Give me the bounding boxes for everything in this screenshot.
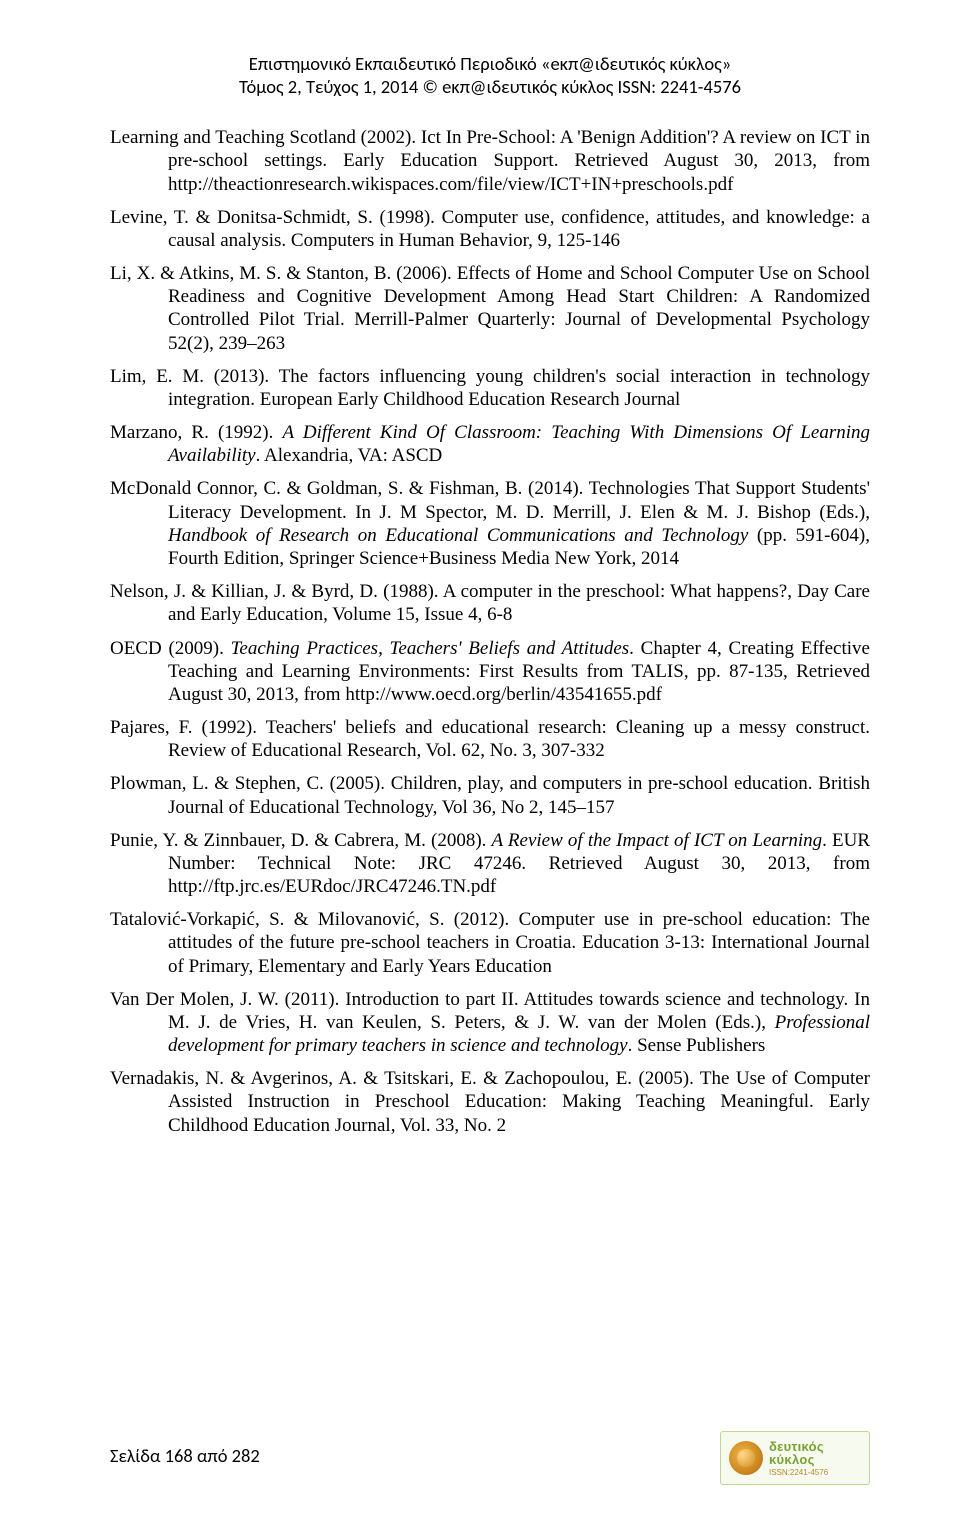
reference-entry: Van Der Molen, J. W. (2011). Introductio… xyxy=(110,988,870,1058)
logo-brand-text: δευτικός κύκλος xyxy=(769,1440,861,1466)
logo-issn-text: ISSN:2241-4576 xyxy=(769,1469,861,1477)
reference-entry: Punie, Y. & Zinnbauer, D. & Cabrera, M. … xyxy=(110,829,870,899)
journal-logo: δευτικός κύκλος ISSN:2241-4576 xyxy=(720,1431,870,1485)
reference-entry: OECD (2009). Teaching Practices, Teacher… xyxy=(110,637,870,707)
reference-entry: Marzano, R. (1992). A Different Kind Of … xyxy=(110,421,870,467)
reference-entry: Tatalović-Vorkapić, S. & Milovanović, S.… xyxy=(110,908,870,978)
journal-title-line-2: Τόμος 2, Τεύχος 1, 2014 © eκπ@ιδευτικός … xyxy=(110,75,870,98)
page-number-label: Σελίδα 168 από 282 xyxy=(110,1444,260,1467)
reference-entry: Vernadakis, N. & Avgerinos, A. & Tsitska… xyxy=(110,1067,870,1137)
reference-entry: Levine, T. & Donitsa-Schmidt, S. (1998).… xyxy=(110,206,870,252)
references-list: Learning and Teaching Scotland (2002). I… xyxy=(110,126,870,1137)
journal-title-line-1: Επιστημονικό Εκπαιδευτικό Περιοδικό «eκπ… xyxy=(110,52,870,75)
journal-header: Επιστημονικό Εκπαιδευτικό Περιοδικό «eκπ… xyxy=(110,52,870,98)
reference-entry: Plowman, L. & Stephen, C. (2005). Childr… xyxy=(110,772,870,818)
reference-entry: Pajares, F. (1992). Teachers' beliefs an… xyxy=(110,716,870,762)
reference-entry: Learning and Teaching Scotland (2002). I… xyxy=(110,126,870,196)
reference-entry: Li, X. & Atkins, M. S. & Stanton, B. (20… xyxy=(110,262,870,355)
logo-text: δευτικός κύκλος ISSN:2241-4576 xyxy=(769,1440,861,1477)
reference-entry: Lim, E. M. (2013). The factors influenci… xyxy=(110,365,870,411)
reference-entry: Nelson, J. & Killian, J. & Byrd, D. (198… xyxy=(110,580,870,626)
logo-circle-icon xyxy=(729,1441,763,1475)
reference-entry: McDonald Connor, C. & Goldman, S. & Fish… xyxy=(110,477,870,570)
